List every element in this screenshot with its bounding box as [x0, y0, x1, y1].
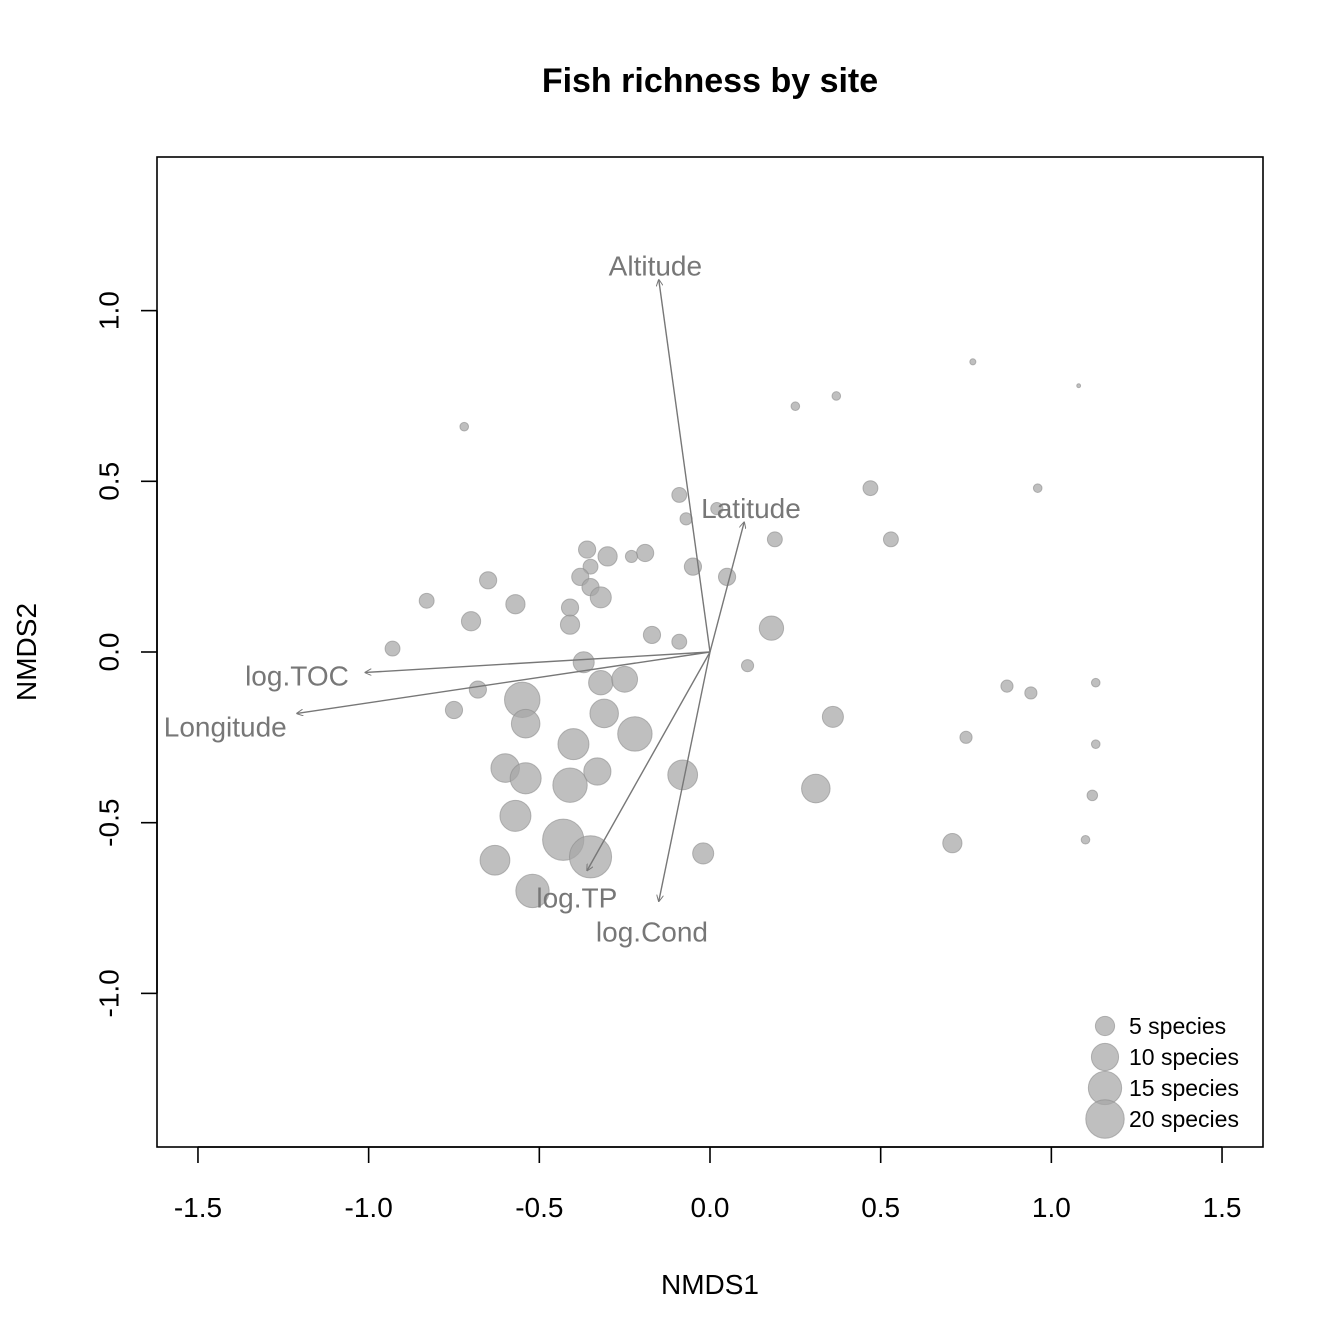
site-point: [384, 640, 401, 657]
site-point: [568, 835, 613, 879]
x-tick-label: 1.5: [1203, 1192, 1242, 1223]
legend-symbol: [1090, 1042, 1120, 1072]
site-point: [578, 540, 597, 559]
site-point: [862, 480, 879, 497]
site-point: [671, 633, 688, 650]
site-point: [460, 611, 482, 632]
y-tick-label: 0.5: [94, 462, 125, 501]
site-point: [499, 799, 532, 832]
site-point: [801, 773, 831, 804]
vector-arrow: [297, 651, 711, 713]
vector-label: log.TP: [536, 882, 617, 913]
vector-arrow: [365, 651, 711, 672]
site-point: [597, 546, 618, 567]
site-point: [515, 873, 550, 909]
site-point: [717, 567, 737, 586]
x-tick-label: -0.5: [515, 1192, 563, 1223]
site-point: [589, 586, 612, 609]
site-point: [552, 767, 588, 803]
site-point: [636, 543, 655, 563]
site-point: [882, 531, 899, 548]
site-point: [459, 421, 470, 432]
site-point: [831, 391, 842, 401]
site-point: [1080, 834, 1091, 845]
legend-symbol: [1085, 1099, 1125, 1139]
site-point: [710, 502, 724, 516]
vector-arrow: [659, 280, 711, 653]
site-point: [1024, 686, 1038, 700]
site-point: [1090, 739, 1101, 749]
vector-arrow: [709, 522, 744, 653]
legend-label: 5 species: [1129, 1013, 1226, 1039]
x-tick-label: 0.5: [861, 1192, 900, 1223]
data-points: [384, 358, 1101, 909]
y-tick-label: 1.0: [94, 291, 125, 330]
site-point: [582, 558, 599, 575]
legend-label: 20 species: [1129, 1106, 1239, 1132]
site-point: [479, 571, 498, 590]
site-point: [589, 698, 619, 729]
site-point: [969, 358, 977, 366]
site-point: [959, 730, 973, 744]
x-axis-label: NMDS1: [661, 1269, 759, 1300]
site-point: [1032, 483, 1043, 493]
site-point: [583, 757, 612, 786]
site-point: [642, 625, 662, 645]
site-point: [444, 700, 464, 720]
site-point: [617, 716, 653, 752]
site-point: [418, 592, 435, 609]
vector-label: Longitude: [164, 712, 287, 743]
site-point: [679, 512, 693, 526]
x-axis: -1.5 -1.0 -0.5 0.0 0.5 1.0 1.5: [174, 1146, 1242, 1223]
site-point: [692, 842, 715, 865]
env-vectors: Altitude Latitude log.TOC Longitude log.TPlo…: [164, 251, 801, 948]
site-point: [560, 598, 580, 617]
chart-title: Fish richness by site: [542, 62, 878, 100]
site-point: [588, 670, 614, 696]
y-tick-label: -0.5: [94, 799, 125, 847]
y-tick-label: 0.0: [94, 633, 125, 672]
vector-label: log.Cond: [596, 916, 708, 947]
site-point: [479, 844, 511, 876]
legend-label: 10 species: [1129, 1044, 1239, 1070]
y-axis: -1.0 -0.5 0.0 0.5 1.0: [94, 291, 158, 1018]
x-tick-label: 1.0: [1032, 1192, 1071, 1223]
site-point: [942, 833, 963, 854]
site-point: [758, 615, 785, 641]
site-point: [740, 659, 755, 673]
site-point: [1000, 679, 1014, 693]
vector-label: Latitude: [701, 493, 801, 524]
vector-arrow: [587, 651, 711, 870]
site-point: [1086, 789, 1099, 802]
site-point: [624, 549, 639, 563]
site-point: [509, 762, 542, 795]
vector-label: Altitude: [609, 251, 702, 282]
size-legend: 5 species 10 species 15 species 20 species: [1085, 1013, 1239, 1139]
legend-symbol: [1094, 1015, 1116, 1037]
site-point: [821, 705, 844, 728]
site-point: [1090, 677, 1101, 688]
vector-arrow: [659, 651, 711, 901]
y-tick-label: -1.0: [94, 969, 125, 1017]
x-tick-label: -1.5: [174, 1192, 222, 1223]
vector-label: log.TOC: [245, 660, 349, 691]
site-point: [557, 728, 590, 761]
site-point: [790, 401, 801, 412]
site-point: [505, 594, 526, 615]
x-tick-label: 0.0: [691, 1192, 730, 1223]
site-point: [1076, 383, 1082, 389]
site-point: [671, 487, 688, 503]
site-point: [468, 680, 487, 699]
site-point: [611, 665, 639, 693]
site-point: [667, 759, 699, 791]
site-point: [559, 614, 581, 635]
site-point: [766, 531, 783, 548]
site-point: [510, 708, 541, 739]
y-axis-label: NMDS2: [11, 603, 42, 701]
legend-label: 15 species: [1129, 1075, 1239, 1101]
x-tick-label: -1.0: [345, 1192, 393, 1223]
site-point: [572, 651, 595, 674]
